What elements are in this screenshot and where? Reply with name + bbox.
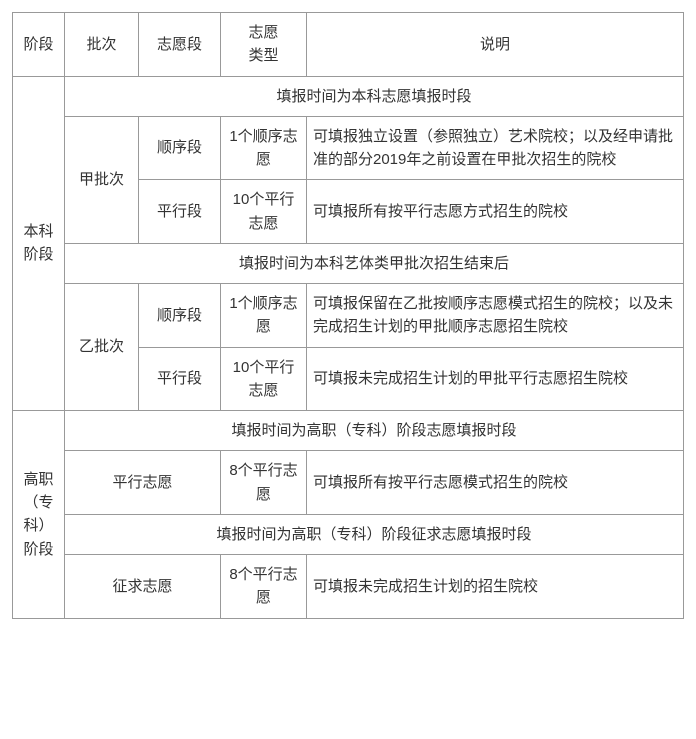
header-row: 阶段批次志愿段志愿类型说明: [13, 13, 684, 77]
type-cell: 8个平行志愿: [221, 451, 307, 515]
segment-cell: 平行段: [139, 180, 221, 244]
header-type: 志愿类型: [221, 13, 307, 77]
batch-cell: 甲批次: [65, 116, 139, 243]
header-segment: 志愿段: [139, 13, 221, 77]
header-batch: 批次: [65, 13, 139, 77]
type-cell: 1个顺序志愿: [221, 284, 307, 348]
batch-cell: 平行志愿: [65, 451, 221, 515]
table-row: 乙批次顺序段1个顺序志愿可填报保留在乙批按顺序志愿模式招生的院校；以及未完成招生…: [13, 284, 684, 348]
table-row: 填报时间为高职（专科）阶段征求志愿填报时段: [13, 514, 684, 554]
desc-cell: 可填报保留在乙批按顺序志愿模式招生的院校；以及未完成招生计划的甲批顺序志愿招生院…: [307, 284, 684, 348]
note-cell: 填报时间为本科艺体类甲批次招生结束后: [65, 243, 684, 283]
note-cell: 填报时间为高职（专科）阶段征求志愿填报时段: [65, 514, 684, 554]
desc-cell: 可填报未完成招生计划的甲批平行志愿招生院校: [307, 347, 684, 411]
batch-cell: 乙批次: [65, 284, 139, 411]
table-row: 填报时间为本科艺体类甲批次招生结束后: [13, 243, 684, 283]
table-row: 平行志愿8个平行志愿可填报所有按平行志愿模式招生的院校: [13, 451, 684, 515]
desc-cell: 可填报所有按平行志愿方式招生的院校: [307, 180, 684, 244]
header-desc: 说明: [307, 13, 684, 77]
batch-cell: 征求志愿: [65, 555, 221, 619]
type-cell: 8个平行志愿: [221, 555, 307, 619]
desc-cell: 可填报所有按平行志愿模式招生的院校: [307, 451, 684, 515]
stage-cell: 本科阶段: [13, 76, 65, 411]
header-stage: 阶段: [13, 13, 65, 77]
type-cell: 10个平行志愿: [221, 347, 307, 411]
note-cell: 填报时间为高职（专科）阶段志愿填报时段: [65, 411, 684, 451]
table-row: 高职（专科）阶段填报时间为高职（专科）阶段志愿填报时段: [13, 411, 684, 451]
desc-cell: 可填报未完成招生计划的招生院校: [307, 555, 684, 619]
type-cell: 1个顺序志愿: [221, 116, 307, 180]
segment-cell: 平行段: [139, 347, 221, 411]
admission-table: 阶段批次志愿段志愿类型说明本科阶段填报时间为本科志愿填报时段甲批次顺序段1个顺序…: [12, 12, 684, 619]
stage-cell: 高职（专科）阶段: [13, 411, 65, 619]
note-cell: 填报时间为本科志愿填报时段: [65, 76, 684, 116]
table-row: 征求志愿8个平行志愿可填报未完成招生计划的招生院校: [13, 555, 684, 619]
table-row: 本科阶段填报时间为本科志愿填报时段: [13, 76, 684, 116]
desc-cell: 可填报独立设置（参照独立）艺术院校；以及经申请批准的部分2019年之前设置在甲批…: [307, 116, 684, 180]
segment-cell: 顺序段: [139, 116, 221, 180]
segment-cell: 顺序段: [139, 284, 221, 348]
table-row: 甲批次顺序段1个顺序志愿可填报独立设置（参照独立）艺术院校；以及经申请批准的部分…: [13, 116, 684, 180]
type-cell: 10个平行志愿: [221, 180, 307, 244]
